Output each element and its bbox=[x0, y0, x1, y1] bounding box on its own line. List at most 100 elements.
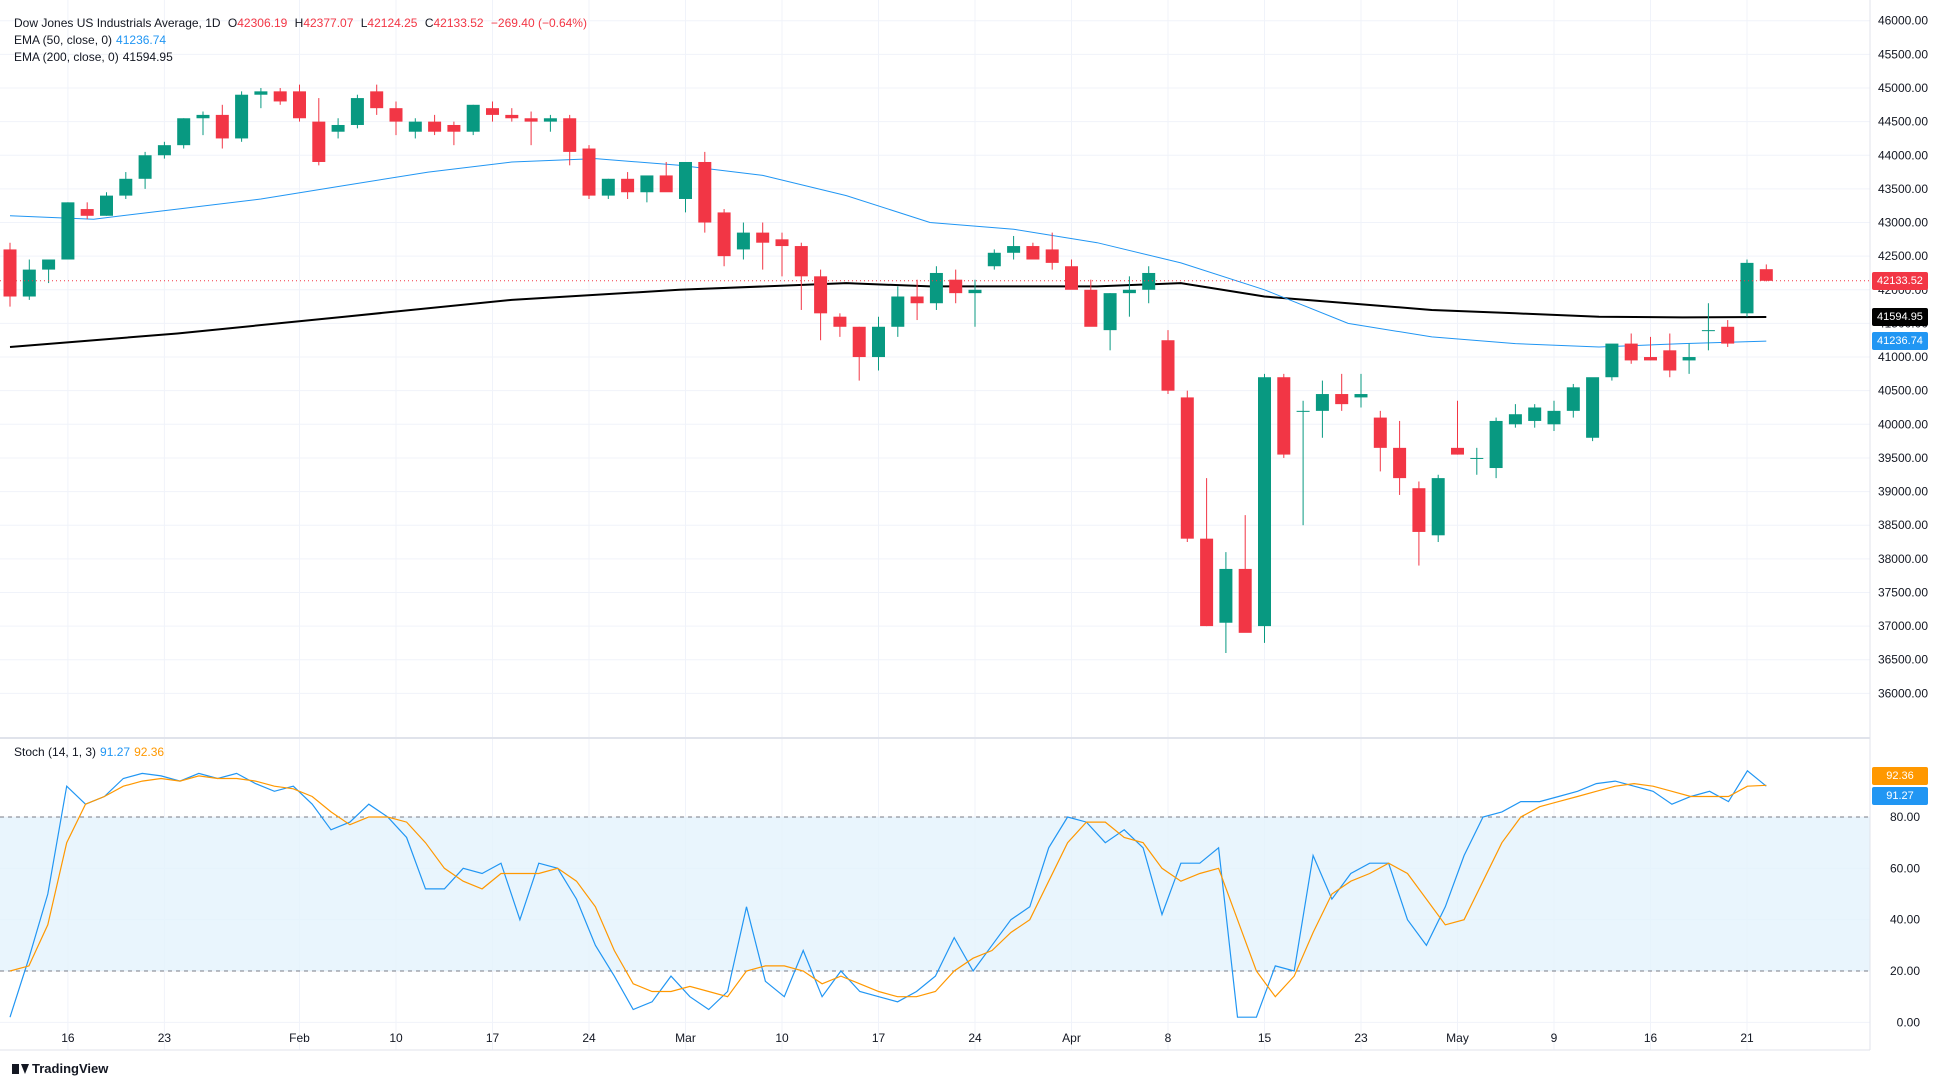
price-tick-label: 39000.00 bbox=[1878, 485, 1928, 499]
time-tick-label: 9 bbox=[1551, 1031, 1558, 1045]
candle-body bbox=[1508, 414, 1522, 425]
candle-body bbox=[1393, 447, 1407, 479]
ema200-legend[interactable]: EMA (200, close, 0) 41594.95 bbox=[14, 50, 173, 64]
candle-body bbox=[1065, 266, 1078, 290]
time-tick-label: 21 bbox=[1740, 1031, 1754, 1045]
ema200-price-tag: 41594.95 bbox=[1872, 308, 1928, 327]
candle-body bbox=[1296, 410, 1310, 412]
stoch-tick-label: 40.00 bbox=[1890, 913, 1920, 927]
candle-body bbox=[389, 108, 403, 122]
ema200-series bbox=[9, 282, 1767, 348]
candle-body bbox=[1315, 394, 1329, 411]
stoch-axis: 0.00 20.00 40.00 60.00 80.00 bbox=[1890, 810, 1920, 1029]
high-value: 42377.07 bbox=[303, 16, 354, 30]
candle-body bbox=[3, 249, 17, 297]
symbol-title[interactable]: Dow Jones US Industrials Average, 1D bbox=[14, 16, 221, 30]
candle-body bbox=[736, 232, 750, 250]
stoch-k-tag: 91.27 bbox=[1872, 787, 1928, 806]
candle-body bbox=[833, 316, 847, 327]
time-tick-label: 10 bbox=[775, 1031, 789, 1045]
close-label: C bbox=[424, 16, 434, 30]
price-tick-label: 39500.00 bbox=[1878, 451, 1928, 465]
ema200-value: 41594.95 bbox=[122, 50, 173, 64]
candle-body bbox=[543, 118, 557, 122]
candle-body bbox=[987, 252, 1001, 267]
stoch-k-value: 91.27 bbox=[100, 745, 131, 759]
candle-body bbox=[312, 121, 326, 162]
close-value: 42133.52 bbox=[433, 16, 484, 30]
price-tick-label: 40000.00 bbox=[1878, 417, 1928, 431]
candle-body bbox=[852, 326, 866, 358]
candle-body bbox=[447, 124, 461, 132]
price-tick-label: 40500.00 bbox=[1878, 384, 1928, 398]
candle-body bbox=[1142, 272, 1156, 290]
time-tick-label: 15 bbox=[1258, 1031, 1272, 1045]
candle-body bbox=[1180, 397, 1194, 539]
candle-body bbox=[350, 98, 364, 125]
price-tick-label: 45500.00 bbox=[1878, 47, 1928, 61]
candle-body bbox=[949, 279, 963, 294]
candle-body bbox=[775, 239, 789, 247]
candle-body bbox=[119, 178, 133, 196]
stoch-tick-label: 20.00 bbox=[1890, 964, 1920, 978]
candle-body bbox=[1470, 457, 1484, 459]
candle-body bbox=[254, 91, 268, 95]
candle-body bbox=[1489, 420, 1503, 469]
candle-body bbox=[100, 195, 113, 216]
price-tick-label: 38500.00 bbox=[1878, 518, 1928, 532]
candle-body bbox=[794, 246, 808, 277]
high-label: H bbox=[294, 16, 304, 30]
candle-body bbox=[1219, 568, 1233, 623]
stoch-band bbox=[0, 817, 1870, 971]
ema50-line bbox=[9, 158, 1767, 348]
candle-body bbox=[1238, 568, 1252, 633]
change-value: −269.40 (−0.64%) bbox=[490, 16, 587, 30]
candle-body bbox=[1701, 330, 1715, 332]
candle-body bbox=[273, 91, 287, 102]
candle-body bbox=[601, 178, 615, 196]
low-value: 42124.25 bbox=[367, 16, 418, 30]
stoch-d-value: 92.36 bbox=[134, 745, 165, 759]
brand-label: TradingView bbox=[32, 1061, 109, 1076]
time-tick-label: 17 bbox=[486, 1031, 500, 1045]
time-tick-label: 24 bbox=[582, 1031, 596, 1045]
stoch-tick-label: 80.00 bbox=[1890, 810, 1920, 824]
candle-body bbox=[1084, 289, 1098, 327]
candle-body bbox=[177, 118, 191, 146]
candle-body bbox=[1663, 350, 1677, 371]
candle-body bbox=[1122, 289, 1136, 294]
candle-body bbox=[524, 118, 538, 122]
price-tick-label: 43000.00 bbox=[1878, 216, 1928, 230]
time-tick-label: Feb bbox=[289, 1031, 310, 1045]
stoch-tick-label: 0.00 bbox=[1897, 1015, 1921, 1029]
tradingview-logo[interactable]: TradingView bbox=[12, 1061, 108, 1076]
candle-body bbox=[1007, 246, 1021, 253]
stoch-k-line bbox=[9, 769, 1767, 1018]
open-value: 42306.19 bbox=[237, 16, 288, 30]
stoch-legend[interactable]: Stoch (14, 1, 3) 91.27 92.36 bbox=[14, 745, 164, 759]
time-axis: 16 23 Feb 10 17 24 Mar 10 17 24 Apr 8 15 23 May 9 16 21 bbox=[61, 1031, 1754, 1045]
candle-body bbox=[293, 91, 306, 119]
candle-body bbox=[563, 118, 577, 152]
candle-body bbox=[910, 296, 924, 304]
ema50-legend[interactable]: EMA (50, close, 0) 41236.74 bbox=[14, 33, 166, 47]
stoch-label: Stoch (14, 1, 3) bbox=[14, 745, 97, 759]
candle-body bbox=[1412, 488, 1426, 532]
candle-body bbox=[1586, 377, 1600, 438]
tradingview-icon bbox=[12, 1063, 29, 1074]
price-axis: 36000.00 36500.00 37000.00 37500.00 38000.00… bbox=[1878, 14, 1928, 701]
candle-body bbox=[814, 276, 828, 314]
ema200-label: EMA (200, close, 0) bbox=[14, 50, 119, 64]
candle-body bbox=[1373, 417, 1387, 448]
candle-body bbox=[196, 114, 210, 119]
time-tick-label: 8 bbox=[1165, 1031, 1172, 1045]
time-tick-label: 23 bbox=[158, 1031, 172, 1045]
last-price-tag: 42133.52 bbox=[1872, 271, 1928, 290]
candle-body bbox=[1759, 269, 1773, 281]
candle-body bbox=[428, 121, 442, 132]
ema50-price-tag: 41236.74 bbox=[1872, 332, 1928, 351]
time-tick-label: Apr bbox=[1062, 1031, 1081, 1045]
candle-body bbox=[1277, 377, 1291, 455]
candle-body bbox=[157, 145, 171, 156]
